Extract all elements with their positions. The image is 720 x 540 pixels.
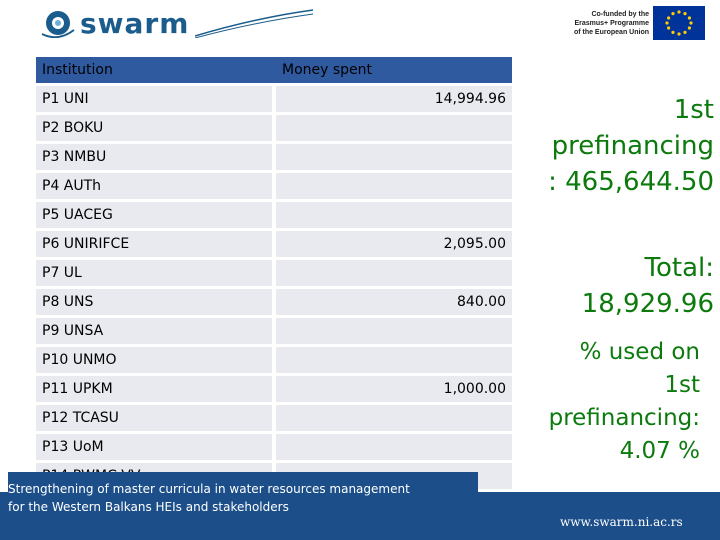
table-row: P2 BOKU: [36, 115, 512, 141]
money-spent-table: Institution Money spent P1 UNI 14,994.96…: [36, 54, 512, 492]
first-prefinancing-line-3: : 465,644.50: [548, 167, 714, 197]
footer-website-link[interactable]: www.swarm.ni.ac.rs: [560, 515, 683, 529]
percent-used-summary: % used on 1st prefinancing: 4.07 %: [500, 336, 700, 468]
first-prefinancing-line-2: prefinancing: [551, 131, 714, 161]
institution-cell: P4 AUTh: [36, 173, 272, 199]
money-cell: 2,095.00: [276, 231, 512, 257]
table-row: P11 UPKM 1,000.00: [36, 376, 512, 402]
percent-used-value: 4.07 %: [619, 438, 700, 464]
money-cell: [276, 202, 512, 228]
swarm-logo: swarm: [40, 6, 315, 40]
table-row: P5 UACEG: [36, 202, 512, 228]
money-cell: [276, 173, 512, 199]
table-row: P9 UNSA: [36, 318, 512, 344]
eu-cofunded-badge: Co-funded by the Erasmus+ Programme of t…: [557, 6, 705, 40]
institution-cell: P6 UNIRIFCE: [36, 231, 272, 257]
table-row: P10 UNMO: [36, 347, 512, 373]
footer-line-1: Strengthening of master curricula in wat…: [8, 482, 410, 496]
institution-cell: P2 BOKU: [36, 115, 272, 141]
column-header-institution: Institution: [36, 57, 272, 83]
money-cell: [276, 260, 512, 286]
first-prefinancing-line-1: 1st: [673, 95, 714, 125]
eu-text-line-3: of the European Union: [573, 28, 649, 36]
institution-cell: P8 UNS: [36, 289, 272, 315]
money-cell: 14,994.96: [276, 86, 512, 112]
institution-cell: P3 NMBU: [36, 144, 272, 170]
percent-used-line-2: 1st: [664, 372, 700, 398]
table-row: P12 TCASU: [36, 405, 512, 431]
eu-flag-icon: [653, 6, 705, 40]
institution-cell: P12 TCASU: [36, 405, 272, 431]
eu-text-line-2: Erasmus+ Programme: [574, 19, 649, 27]
eu-cofunded-text: Co-funded by the Erasmus+ Programme of t…: [557, 10, 653, 37]
money-cell: [276, 434, 512, 460]
swarm-logo-icon: [41, 11, 75, 38]
first-prefinancing-summary: 1st prefinancing : 465,644.50: [514, 92, 714, 200]
money-cell: [276, 347, 512, 373]
institution-cell: P9 UNSA: [36, 318, 272, 344]
total-summary: Total: 18,929.96: [534, 250, 714, 322]
money-cell: [276, 405, 512, 431]
footer-line-2: for the Western Balkans HEIs and stakeho…: [8, 500, 289, 514]
table-row: P6 UNIRIFCE 2,095.00: [36, 231, 512, 257]
institution-cell: P13 UoM: [36, 434, 272, 460]
money-cell: [276, 115, 512, 141]
percent-used-line-3: prefinancing:: [548, 405, 700, 431]
total-label: Total:: [644, 253, 714, 283]
column-header-money: Money spent: [276, 57, 512, 83]
footer-project-title: Strengthening of master curricula in wat…: [8, 472, 478, 538]
slide-header: swarm Co-funded by the Erasmus+ Programm…: [0, 0, 720, 50]
percent-used-line-1: % used on: [579, 339, 700, 365]
money-cell: 1,000.00: [276, 376, 512, 402]
money-cell: [276, 318, 512, 344]
money-cell: 840.00: [276, 289, 512, 315]
eu-text-line-1: Co-funded by the: [591, 10, 649, 18]
money-cell: [276, 144, 512, 170]
table-row: P8 UNS 840.00: [36, 289, 512, 315]
table-row: P7 UL: [36, 260, 512, 286]
institution-cell: P11 UPKM: [36, 376, 272, 402]
institution-cell: P10 UNMO: [36, 347, 272, 373]
table-header-row: Institution Money spent: [36, 57, 512, 83]
table-row: P1 UNI 14,994.96: [36, 86, 512, 112]
table-row: P4 AUTh: [36, 173, 512, 199]
swarm-logo-text: swarm: [80, 6, 190, 40]
institution-cell: P1 UNI: [36, 86, 272, 112]
logo-swoosh-icon: [195, 9, 314, 38]
institution-cell: P5 UACEG: [36, 202, 272, 228]
table-row: P3 NMBU: [36, 144, 512, 170]
table-row: P13 UoM: [36, 434, 512, 460]
institution-cell: P7 UL: [36, 260, 272, 286]
total-value: 18,929.96: [581, 289, 714, 319]
